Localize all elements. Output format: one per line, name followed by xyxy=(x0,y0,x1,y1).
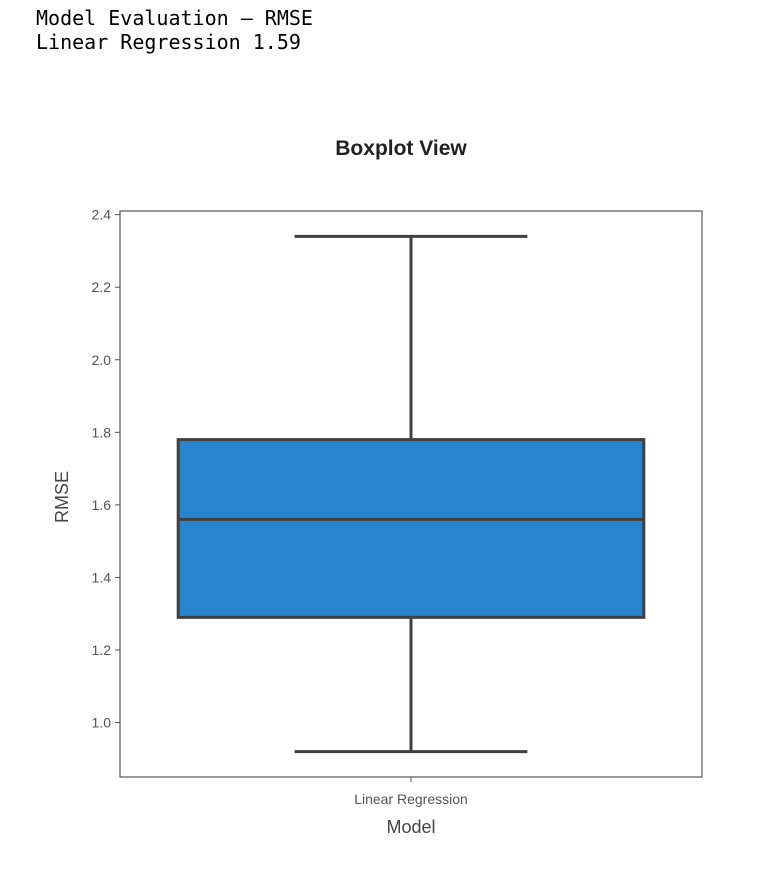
iqr-box xyxy=(176,438,646,619)
x-axis: Linear Regression xyxy=(354,777,468,807)
output-line-score: Linear Regression 1.59 xyxy=(36,30,301,54)
output-line-title: Model Evaluation – RMSE xyxy=(36,6,313,30)
x-axis-label: Model xyxy=(386,817,435,837)
box-group xyxy=(176,234,646,754)
y-tick-label: 2.2 xyxy=(92,279,112,295)
y-tick-label: 1.6 xyxy=(92,497,112,513)
y-axis: 1.0 1.2 1.4 1.6 1.8 2.0 2.2 2.4 xyxy=(92,207,120,731)
y-tick-label: 1.2 xyxy=(92,642,112,658)
y-tick-label: 2.0 xyxy=(92,352,112,368)
y-axis-label: RMSE xyxy=(52,471,72,523)
y-tick-label: 1.4 xyxy=(92,569,112,585)
chart-title: Boxplot View xyxy=(335,137,467,160)
y-tick-label: 1.8 xyxy=(92,424,112,440)
console-output: Model Evaluation – RMSE Linear Regression… xyxy=(36,6,313,54)
y-tick-label: 1.0 xyxy=(92,715,112,731)
y-tick-label: 2.4 xyxy=(92,207,112,223)
x-tick-label: Linear Regression xyxy=(354,791,468,807)
